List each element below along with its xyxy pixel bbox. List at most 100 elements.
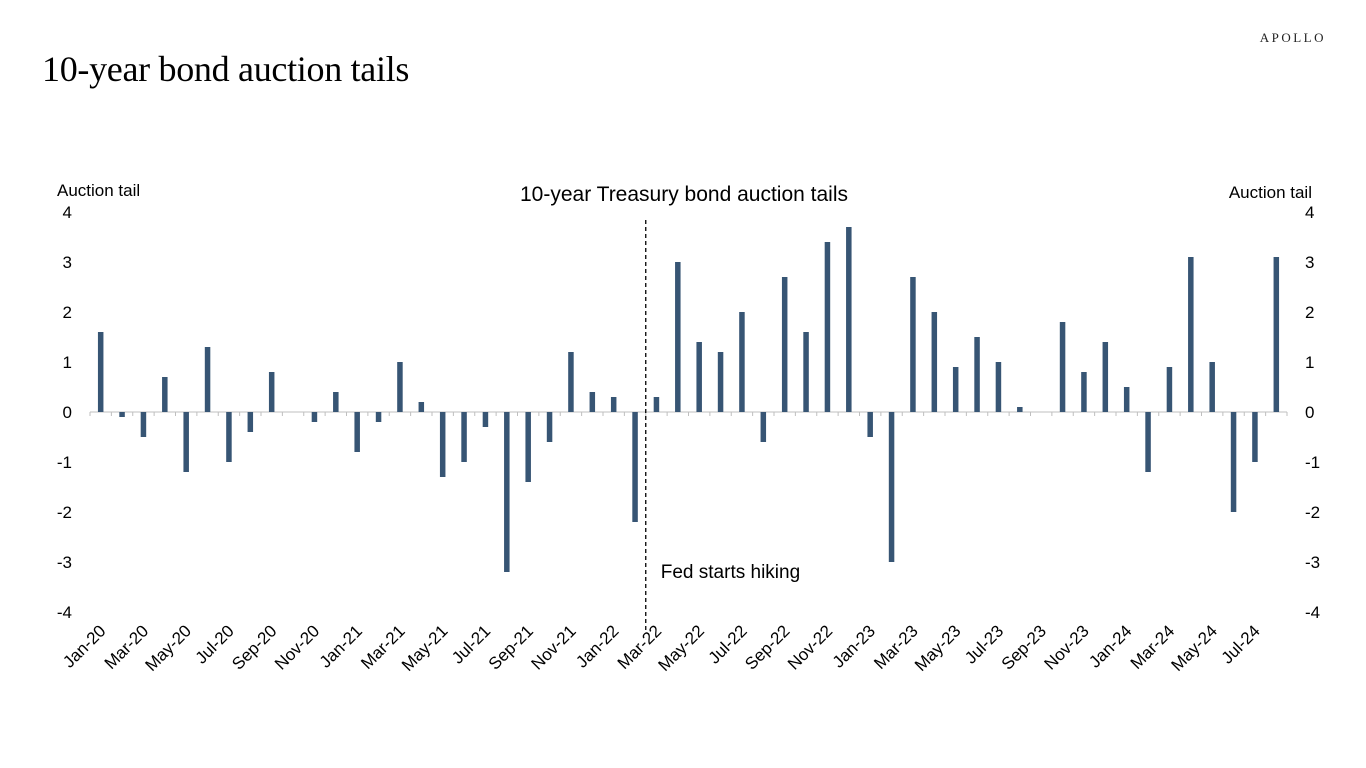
x-tick-label: Jan-20	[59, 621, 109, 671]
bar-Aug-23	[1017, 407, 1023, 412]
y-tick-label-right: 4	[1305, 203, 1314, 222]
y-tick-label-left: -3	[57, 553, 72, 572]
bar-Oct-22	[803, 332, 809, 412]
bar-Dec-21	[589, 392, 596, 412]
bar-Jul-22	[739, 312, 745, 412]
bar-Jan-22	[610, 397, 617, 412]
bar-Dec-20	[333, 392, 339, 412]
bar-Apr-23	[931, 312, 938, 412]
bar-Apr-24	[1188, 257, 1194, 412]
bar-Feb-20	[119, 412, 125, 417]
bar-Nov-21	[568, 352, 574, 412]
bar-Jun-24	[1230, 412, 1237, 512]
x-tick-label: Nov-20	[271, 621, 323, 673]
bar-series	[97, 227, 1280, 572]
bar-Jan-23	[867, 412, 873, 437]
bar-Aug-24	[1273, 257, 1280, 412]
bar-May-22	[696, 342, 702, 412]
bar-Jan-20	[97, 332, 104, 412]
x-tick-label: May-23	[911, 621, 965, 675]
x-tick-label: May-20	[141, 621, 195, 675]
bar-Apr-22	[675, 262, 681, 412]
bar-Aug-22	[760, 412, 767, 442]
x-tick-label: Sep-21	[485, 621, 537, 673]
y-tick-label-right: -4	[1305, 603, 1320, 622]
y-tick-label-left: 3	[63, 253, 72, 272]
bar-Sep-21	[525, 412, 531, 482]
bar-May-21	[439, 412, 446, 477]
bar-Oct-21	[546, 412, 553, 442]
x-tick-labels: Jan-20Mar-20May-20Jul-20Sep-20Nov-20Jan-…	[59, 621, 1263, 675]
y-axis-label-right: Auction tail	[1229, 183, 1312, 202]
y-tick-label-left: -2	[57, 503, 72, 522]
bar-Apr-20	[162, 377, 168, 412]
bar-Mar-22	[653, 397, 660, 412]
bar-May-24	[1209, 362, 1215, 412]
x-tick-label: Sep-20	[228, 621, 280, 673]
bar-Mar-21	[397, 362, 403, 412]
bar-Dec-23	[1102, 342, 1109, 412]
y-axis-right: 4 3 2 1 0 -1 -2 -3 -4	[1305, 203, 1320, 622]
fed-hiking-annotation: Fed starts hiking	[661, 562, 800, 583]
brand-logo: APOLLO	[1259, 30, 1326, 45]
bar-Jul-24	[1252, 412, 1258, 462]
bar-Nov-20	[311, 412, 318, 422]
x-tick-label: May-22	[654, 621, 708, 675]
bar-Feb-24	[1145, 412, 1151, 472]
bar-Feb-21	[375, 412, 382, 422]
x-tick-label: Jul-24	[1218, 621, 1264, 667]
bar-Mar-20	[140, 412, 147, 437]
y-tick-label-right: -1	[1305, 453, 1320, 472]
bar-Feb-23	[888, 412, 895, 562]
y-tick-label-right: 3	[1305, 253, 1314, 272]
x-tick-label: May-24	[1167, 621, 1221, 675]
bar-Jan-21	[354, 412, 360, 452]
chart-title: 10-year Treasury bond auction tails	[520, 183, 848, 206]
bar-Nov-23	[1081, 372, 1087, 412]
bar-Mar-23	[910, 277, 916, 412]
y-tick-label-right: 2	[1305, 303, 1314, 322]
x-tick-label: Jan-22	[572, 621, 622, 671]
bar-May-23	[952, 367, 959, 412]
bar-May-20	[183, 412, 189, 472]
bar-Jun-20	[204, 347, 211, 412]
x-tick-label: Jan-24	[1085, 621, 1135, 671]
x-tick-label: Sep-23	[998, 621, 1050, 673]
y-axis-left: 4 3 2 1 0 -1 -2 -3 -4	[57, 203, 72, 622]
bar-Aug-20	[247, 412, 254, 432]
y-axis-label-left: Auction tail	[57, 181, 140, 200]
x-axis	[89, 411, 1288, 416]
x-tick-label: Jan-21	[316, 621, 366, 671]
x-tick-label: Nov-23	[1041, 621, 1093, 673]
bar-Jun-22	[717, 352, 724, 412]
y-tick-label-left: 4	[63, 203, 72, 222]
y-tick-label-right: 0	[1305, 403, 1314, 422]
bar-Jul-20	[226, 412, 232, 462]
y-tick-label-right: 1	[1305, 353, 1314, 372]
x-tick-label: May-21	[398, 621, 452, 675]
y-tick-label-left: -4	[57, 603, 72, 622]
bar-Jul-21	[482, 412, 489, 427]
y-tick-label-left: 1	[63, 353, 72, 372]
bar-Jun-23	[974, 337, 980, 412]
y-tick-label-left: -1	[57, 453, 72, 472]
bar-Sep-22	[781, 277, 788, 412]
x-tick-label: Sep-22	[741, 621, 793, 673]
x-tick-label: Nov-21	[528, 621, 580, 673]
bar-Oct-23	[1059, 322, 1066, 412]
x-tick-label: Jan-23	[829, 621, 879, 671]
y-tick-label-left: 2	[63, 303, 72, 322]
bar-Sep-20	[268, 372, 275, 412]
bar-Jul-23	[995, 362, 1002, 412]
bar-Aug-21	[504, 412, 510, 572]
bar-Dec-22	[846, 227, 852, 412]
bar-Apr-21	[418, 402, 425, 412]
page-title: 10-year bond auction tails	[42, 49, 410, 89]
x-tick-label: Nov-22	[784, 621, 836, 673]
bar-Jan-24	[1123, 387, 1130, 412]
y-tick-label-left: 0	[63, 403, 72, 422]
bar-Mar-24	[1166, 367, 1173, 412]
y-tick-label-right: -3	[1305, 553, 1320, 572]
bar-Feb-22	[632, 412, 638, 522]
